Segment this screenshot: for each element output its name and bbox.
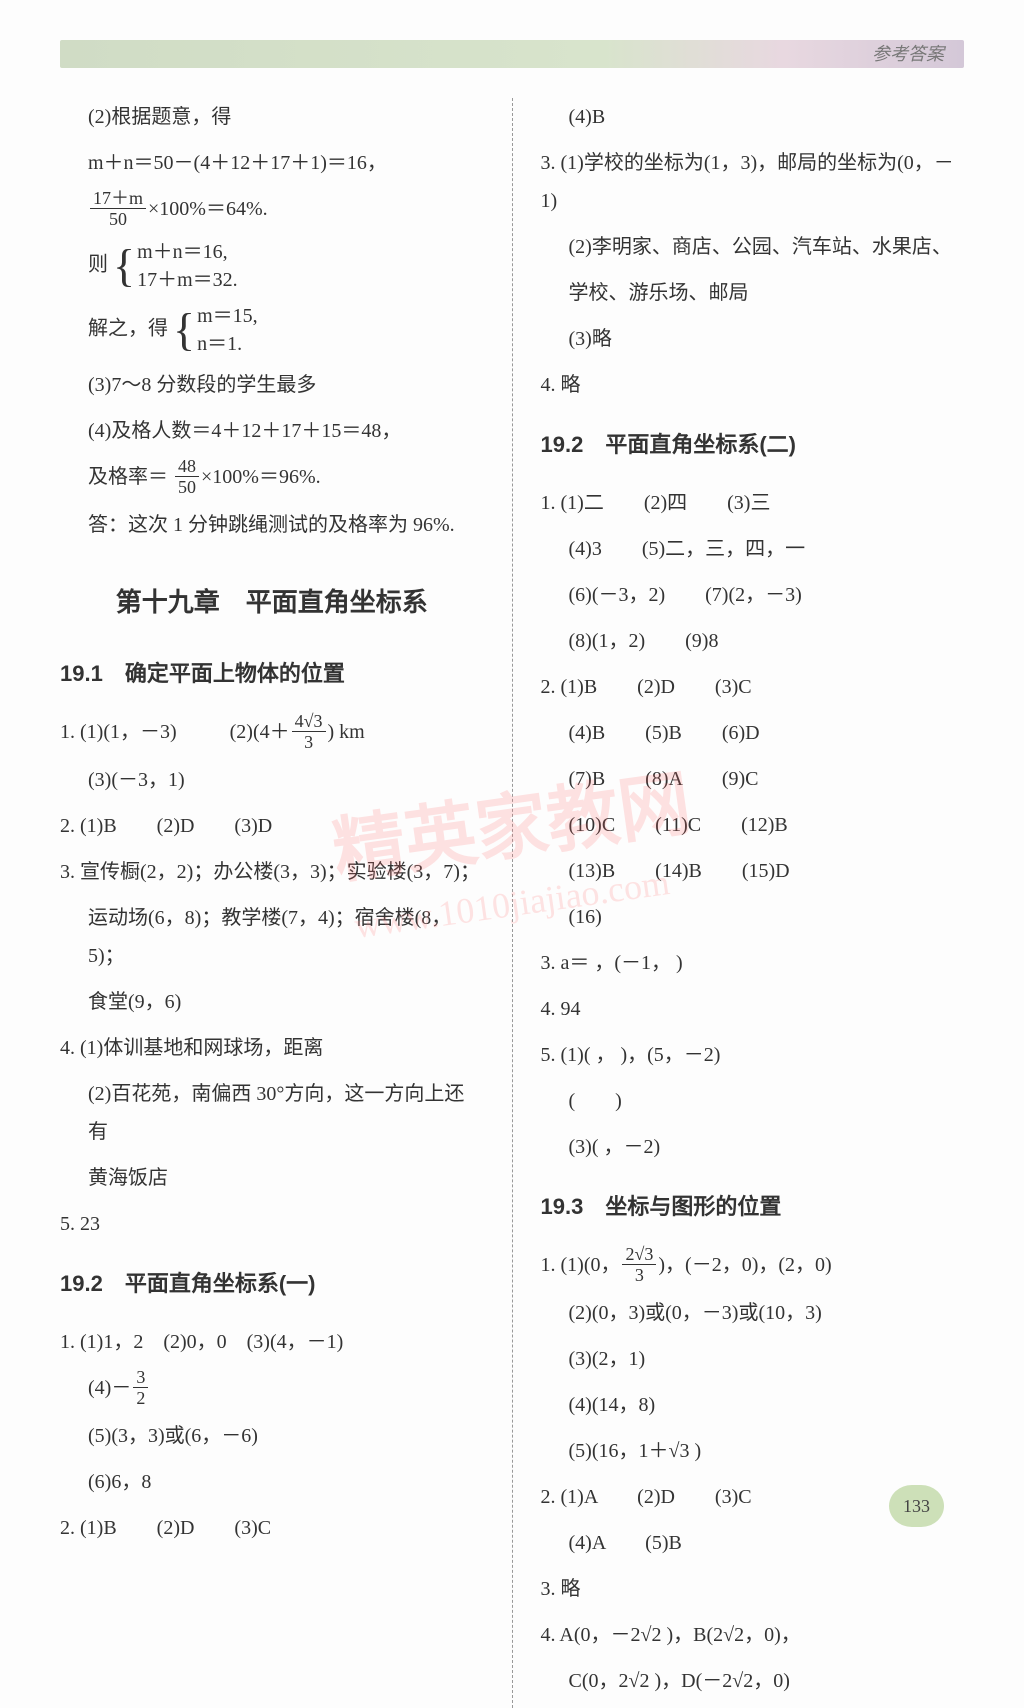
text-line: 1. (1)1，2 (2)0，0 (3)(4，－1): [60, 1323, 484, 1361]
text-line: (5)(16，1＋√3 ): [541, 1432, 965, 1470]
text-line: 3. a＝ ，(－1， ): [541, 944, 965, 982]
text-line: (3)7～8 分数段的学生最多: [60, 366, 484, 404]
text: 解之，得: [88, 318, 168, 340]
text-line: (16): [541, 898, 965, 936]
page-number: 133: [889, 1485, 944, 1527]
text-line: 5. 23: [60, 1205, 484, 1243]
text-line: 1. (1)(0，2√33)，(－2，0)，(2，0): [541, 1246, 965, 1286]
section-title: 19.2 平面直角坐标系(二): [541, 424, 965, 466]
header-label: 参考答案: [872, 37, 944, 71]
text-line: (4)及格人数＝4＋12＋17＋15＝48，: [60, 412, 484, 450]
text-line: 3. 宣传橱(2，2)；办公楼(3，3)；实验楼(3，7)；: [60, 853, 484, 891]
brace-icon: {: [113, 248, 135, 285]
fraction: 17＋m 50: [90, 189, 146, 228]
text-line: 4. A(0，－2√2 )，B(2√2，0)，: [541, 1616, 965, 1654]
text-line: 17＋m 50 ×100%＝64%.: [60, 190, 484, 230]
text-line: 5. (1)( ， )，(5，－2): [541, 1036, 965, 1074]
section-title: 19.1 确定平面上物体的位置: [60, 653, 484, 695]
equation-system: { m＝15, n＝1.: [173, 302, 258, 358]
text: ×100%＝96%.: [201, 466, 321, 488]
text-line: (4)A (5)B: [541, 1524, 965, 1562]
text-line: 4. (1)体训基地和网球场，距离: [60, 1029, 484, 1067]
text-line: (3)( ，－2): [541, 1128, 965, 1166]
text: 及格率＝: [88, 466, 168, 488]
text-line: 2. (1)B (2)D (3)D: [60, 807, 484, 845]
content-columns: (2)根据题意，得 m＋n＝50－(4＋12＋17＋1)＝16， 17＋m 50…: [60, 98, 964, 1708]
text-line: 答：这次 1 分钟跳绳测试的及格率为 96%.: [60, 506, 484, 544]
text-line: (2)李明家、商店、公园、汽车站、水果店、: [541, 228, 965, 266]
chapter-title: 第十九章 平面直角坐标系: [60, 578, 484, 627]
text: (4)－: [88, 1377, 131, 1399]
equation-system: { m＋n＝16, 17＋m＝32.: [113, 238, 238, 294]
fraction: 2√33: [622, 1245, 656, 1284]
text-line: 及格率＝ 48 50 ×100%＝96%.: [60, 458, 484, 498]
text-line: (10)C (11)C (12)B: [541, 806, 965, 844]
section-title: 19.3 坐标与图形的位置: [541, 1186, 965, 1228]
text-line: (5)(3，3)或(6，－6): [60, 1417, 484, 1455]
fraction: 4√33: [292, 712, 326, 751]
text: 1. (1)(0，: [541, 1254, 621, 1276]
text-line: 黄海饭店: [60, 1159, 484, 1197]
text-line: 2. (1)B (2)D (3)C: [541, 668, 965, 706]
text-line: (4)B: [541, 98, 965, 136]
text-line: (3)(2，1): [541, 1340, 965, 1378]
left-column: (2)根据题意，得 m＋n＝50－(4＋12＋17＋1)＝16， 17＋m 50…: [60, 98, 513, 1708]
text-line: C(0，2√2 )，D(－2√2，0): [541, 1662, 965, 1700]
text: ×100%＝64%.: [148, 198, 268, 220]
right-column: (4)B 3. (1)学校的坐标为(1，3)，邮局的坐标为(0，－1) (2)李…: [513, 98, 965, 1708]
fraction: 32: [133, 1368, 148, 1407]
section-title: 19.2 平面直角坐标系(一): [60, 1263, 484, 1305]
brace-icon: {: [173, 312, 195, 349]
fraction: 48 50: [175, 457, 199, 496]
text-line: (2)根据题意，得: [60, 98, 484, 136]
text-line: 1. (1)二 (2)四 (3)三: [541, 484, 965, 522]
text-line: 1. (1)(1，－3) (2)(4＋4√33) km: [60, 713, 484, 753]
text-line: (7)B (8)A (9)C: [541, 760, 965, 798]
text-line: 3. 略: [541, 1570, 965, 1608]
eq-line: 17＋m＝32.: [137, 266, 238, 294]
text-line: 则 { m＋n＝16, 17＋m＝32.: [60, 238, 484, 294]
text: 1. (1)(1，－3): [60, 721, 177, 743]
text-line: 运动场(6，8)；教学楼(7，4)；宿舍楼(8，5)；: [60, 899, 484, 975]
text-line: (3)略: [541, 320, 965, 358]
text-line: m＋n＝50－(4＋12＋17＋1)＝16，: [60, 144, 484, 182]
text: (2)(4＋: [230, 721, 290, 743]
text-line: (3)(－3，1): [60, 761, 484, 799]
text: )，(－2，0)，(2，0): [658, 1254, 831, 1276]
text-line: 学校、游乐场、邮局: [541, 274, 965, 312]
text-line: 2. (1)B (2)D (3)C: [60, 1509, 484, 1547]
page-header-bar: 参考答案: [60, 40, 964, 68]
eq-line: m＝15,: [197, 302, 258, 330]
text-line: 食堂(9，6): [60, 983, 484, 1021]
text-line: (13)B (14)B (15)D: [541, 852, 965, 890]
text-line: (2)百花苑，南偏西 30°方向，这一方向上还有: [60, 1075, 484, 1151]
text-line: ( ): [541, 1082, 965, 1120]
text-line: (4)－32: [60, 1369, 484, 1409]
text-line: (6)6，8: [60, 1463, 484, 1501]
text-line: (8)(1，2) (9)8: [541, 622, 965, 660]
text-line: 4. 略: [541, 366, 965, 404]
text: 则: [88, 254, 108, 276]
text-line: 4. 94: [541, 990, 965, 1028]
text-line: (4)(14，8): [541, 1386, 965, 1424]
text-line: 3. (1)学校的坐标为(1，3)，邮局的坐标为(0，－1): [541, 144, 965, 220]
eq-line: n＝1.: [197, 330, 258, 358]
text-line: (4)3 (5)二，三，四，一: [541, 530, 965, 568]
text-line: (4)B (5)B (6)D: [541, 714, 965, 752]
text: ) km: [328, 721, 365, 743]
text-line: (6)(－3，2) (7)(2，－3): [541, 576, 965, 614]
eq-line: m＋n＝16,: [137, 238, 238, 266]
text-line: 解之，得 { m＝15, n＝1.: [60, 302, 484, 358]
text-line: (2)(0，3)或(0，－3)或(10，3): [541, 1294, 965, 1332]
